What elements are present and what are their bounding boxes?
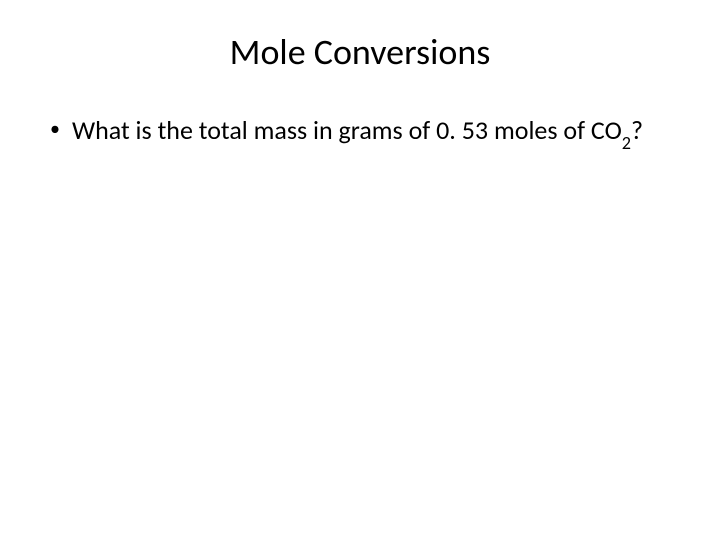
slide-container: Mole Conversions • What is the total mas… xyxy=(0,0,720,540)
bullet-text-part1: What is the total mass in grams of 0. 53… xyxy=(72,114,622,146)
bullet-item: • What is the total mass in grams of 0. … xyxy=(50,114,680,152)
slide-title: Mole Conversions xyxy=(40,30,680,74)
bullet-marker: • xyxy=(50,116,60,142)
bullet-text: What is the total mass in grams of 0. 53… xyxy=(72,114,680,152)
slide-content: • What is the total mass in grams of 0. … xyxy=(40,114,680,152)
bullet-text-part2: ? xyxy=(631,114,643,146)
chemical-subscript: 2 xyxy=(622,132,631,154)
